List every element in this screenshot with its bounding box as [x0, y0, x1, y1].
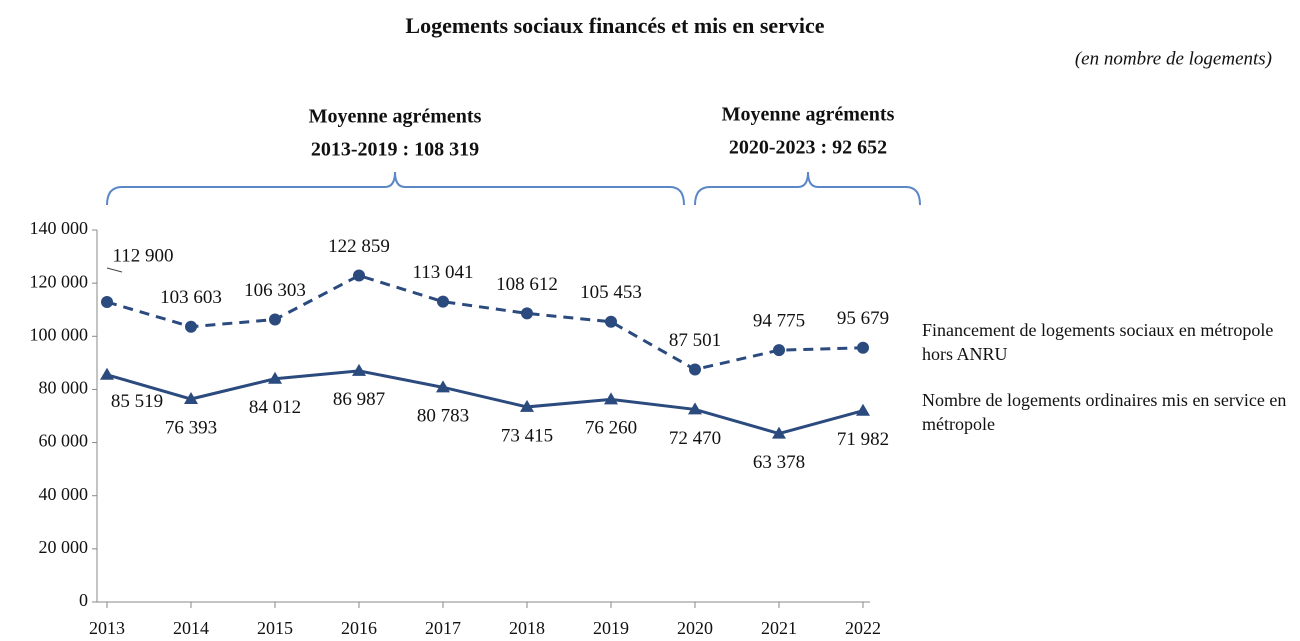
legend-entry: Nombre de logements ordinaires mis en se…: [922, 390, 1287, 434]
y-tick-label: 100 000: [30, 324, 89, 344]
point: [521, 307, 533, 320]
data-label: 106 303: [244, 280, 306, 301]
x-tick-label: 2016: [341, 618, 377, 638]
x-tick-label: 2019: [593, 618, 629, 638]
point: [689, 363, 701, 376]
x-tick-label: 2021: [761, 618, 797, 638]
data-label: 72 470: [669, 428, 721, 449]
series-line: [106, 369, 864, 436]
data-label: 86 987: [333, 389, 385, 410]
y-tick-label: 40 000: [39, 484, 89, 504]
point: [604, 392, 618, 405]
point: [436, 380, 450, 393]
point: [185, 320, 197, 333]
legend-entry: Financement de logements sociaux en métr…: [922, 320, 1274, 364]
data-label: 85 519: [111, 391, 163, 412]
data-label: 73 415: [501, 425, 553, 446]
point: [353, 269, 365, 282]
data-label: 87 501: [669, 330, 721, 351]
data-label: 95 679: [837, 308, 889, 329]
data-label: 76 393: [165, 417, 217, 438]
data-label: 122 859: [328, 236, 390, 257]
brace: [106, 171, 685, 206]
chart-title: Logements sociaux financés et mis en ser…: [405, 13, 824, 38]
x-tick-label: 2014: [173, 618, 209, 638]
point: [856, 403, 870, 416]
data-label: 103 603: [160, 287, 222, 308]
point: [268, 371, 282, 384]
series-line: [106, 273, 864, 372]
data-label: 63 378: [753, 452, 805, 473]
point: [437, 295, 449, 308]
annotation: 2020-2023 : 92 652: [729, 137, 887, 159]
point: [184, 392, 198, 405]
point: [100, 367, 114, 380]
point: [688, 402, 702, 415]
data-label: 76 260: [585, 418, 637, 439]
chart-subtitle: (en nombre de logements): [1075, 48, 1272, 69]
x-tick-label: 2022: [845, 618, 881, 638]
point: [352, 363, 366, 376]
data-label: 113 041: [412, 262, 473, 283]
point: [605, 315, 617, 328]
data-label: 94 775: [753, 311, 805, 332]
x-tick-label: 2013: [89, 618, 125, 638]
annotation: 2013-2019 : 108 319: [311, 139, 479, 161]
point: [101, 296, 113, 309]
y-tick-label: 120 000: [30, 271, 89, 291]
y-tick-label: 0: [79, 590, 88, 610]
y-tick-label: 140 000: [30, 218, 89, 238]
point: [857, 341, 869, 354]
brace: [694, 171, 921, 206]
y-tick-label: 20 000: [39, 537, 89, 557]
data-label: 80 783: [417, 406, 469, 427]
data-label: 84 012: [249, 397, 301, 418]
x-tick-label: 2020: [677, 618, 713, 638]
data-label: 108 612: [496, 274, 558, 295]
annotation: Moyenne agréments: [309, 106, 482, 128]
point: [520, 399, 534, 412]
y-tick-label: 80 000: [39, 378, 89, 398]
x-tick-label: 2018: [509, 618, 545, 638]
x-tick-label: 2017: [425, 618, 461, 638]
data-label: 112 900: [112, 245, 173, 266]
point: [773, 344, 785, 357]
data-label: 71 982: [837, 429, 889, 450]
data-label: 105 453: [580, 282, 642, 303]
x-tick-label: 2015: [257, 618, 293, 638]
y-tick-label: 60 000: [39, 431, 89, 451]
point: [772, 426, 786, 439]
point: [269, 313, 281, 326]
annotation: Moyenne agréments: [722, 104, 895, 126]
leader-line: [106, 267, 123, 273]
